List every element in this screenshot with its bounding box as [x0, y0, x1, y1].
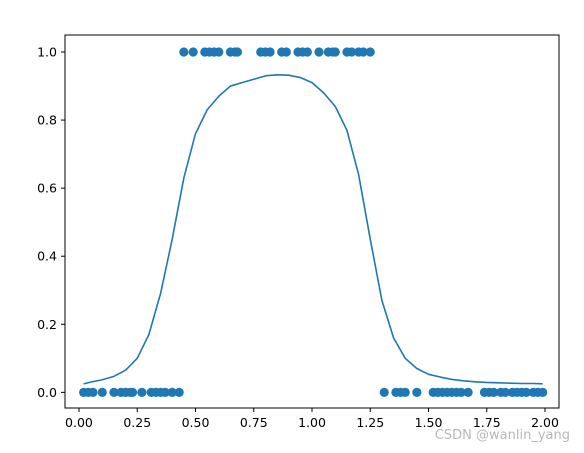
x-tick-label: 0.00 — [65, 415, 93, 430]
scatter-point — [330, 47, 340, 57]
x-tick-label: 0.50 — [182, 415, 210, 430]
scatter-point — [214, 47, 224, 57]
y-tick-label: 0.6 — [37, 181, 57, 196]
x-tick-label: 1.25 — [356, 415, 384, 430]
scatter-point — [314, 47, 324, 57]
scatter-point — [463, 387, 473, 397]
x-tick-label: 0.75 — [240, 415, 268, 430]
curve-line — [83, 74, 543, 385]
x-tick-label: 1.00 — [298, 415, 326, 430]
x-tick-label: 1.75 — [473, 415, 501, 430]
scatter-points — [79, 47, 548, 397]
scatter-point — [365, 47, 375, 57]
y-tick-label: 0.4 — [37, 249, 57, 264]
y-tick-label: 1.0 — [37, 45, 57, 60]
scatter-point — [265, 47, 275, 57]
scatter-point — [188, 47, 198, 57]
scatter-point — [302, 47, 312, 57]
x-tick-label: 1.50 — [415, 415, 443, 430]
scatter-point — [88, 387, 98, 397]
scatter-point — [412, 387, 422, 397]
x-axis: 0.00 0.25 0.50 0.75 1.00 1.25 1.50 1.75 2.00 — [65, 408, 559, 430]
scatter-point — [232, 47, 243, 57]
plot-area — [65, 35, 559, 408]
scatter-point — [500, 387, 511, 397]
scatter-point — [160, 387, 170, 397]
x-tick-label: 0.25 — [123, 415, 151, 430]
scatter-point — [347, 47, 357, 57]
scatter-point — [281, 47, 291, 57]
x-tick-label: 2.00 — [531, 415, 559, 430]
scatter-point — [456, 387, 466, 397]
scatter-point — [400, 387, 410, 397]
scatter-point — [538, 387, 548, 397]
scatter-point — [127, 387, 138, 397]
scatter-point — [97, 387, 107, 397]
y-axis: 0.0 0.2 0.4 0.6 0.8 1.0 — [37, 45, 65, 400]
scatter-point — [489, 387, 499, 397]
scatter-point — [167, 387, 177, 397]
y-tick-label: 0.0 — [37, 385, 57, 400]
scatter-point — [179, 47, 189, 57]
scatter-point — [521, 387, 531, 397]
scatter-point — [358, 47, 368, 57]
y-tick-label: 0.8 — [37, 113, 57, 128]
y-tick-label: 0.2 — [37, 317, 57, 332]
scatter-point — [379, 387, 389, 397]
scatter-point — [137, 387, 147, 397]
scatter-point — [109, 387, 119, 397]
fit-curve — [83, 74, 543, 385]
scatter-point — [174, 387, 184, 397]
watermark: CSDN @wanlin_yang — [434, 428, 570, 443]
